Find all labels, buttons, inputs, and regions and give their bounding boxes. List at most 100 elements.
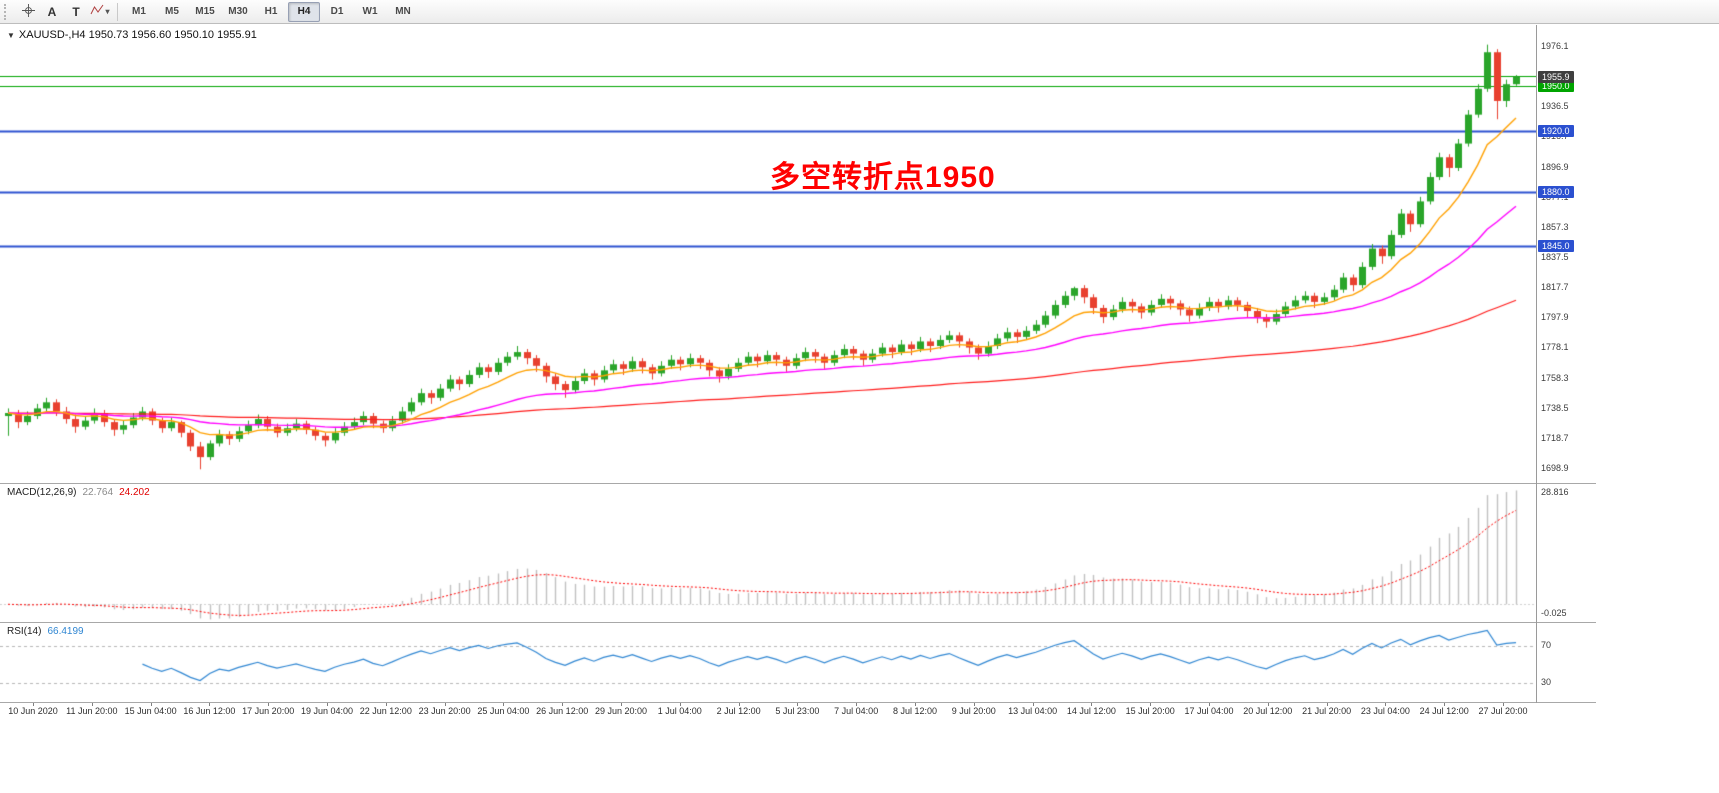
time-axis-label: 17 Jul 04:00 bbox=[1184, 706, 1234, 716]
time-axis-label: 1 Jul 04:00 bbox=[657, 706, 702, 716]
time-axis-label: 9 Jul 20:00 bbox=[951, 706, 996, 716]
time-axis-label: 13 Jul 04:00 bbox=[1008, 706, 1058, 716]
price-tick-label: 1936.5 bbox=[1541, 101, 1569, 112]
time-axis-tick bbox=[209, 703, 211, 706]
time-axis-label: 22 Jun 12:00 bbox=[359, 706, 412, 716]
price-tick-label: 1698.9 bbox=[1541, 462, 1569, 473]
time-axis-label: 11 Jun 20:00 bbox=[66, 706, 118, 716]
time-axis-label: 10 Jun 2020 bbox=[8, 706, 58, 716]
time-axis-label: 2 Jul 12:00 bbox=[716, 706, 761, 716]
toolbar-separator bbox=[117, 2, 118, 21]
macd-panel-canvas[interactable] bbox=[0, 484, 1536, 622]
timeframe-button-m15[interactable]: M15 bbox=[195, 5, 215, 17]
macd-signal-value: 24.202 bbox=[119, 487, 150, 498]
time-axis-tick bbox=[1091, 703, 1093, 706]
rsi-indicator-label: RSI(14) 66.4199 bbox=[7, 626, 84, 637]
panel-separator[interactable] bbox=[0, 622, 1596, 623]
price-tick-label: 1718.7 bbox=[1541, 432, 1569, 443]
price-tick-label: 1778.1 bbox=[1541, 342, 1569, 353]
timeframe-button-mn[interactable]: MN bbox=[395, 5, 411, 17]
macd-axis-max-label: 28.816 bbox=[1541, 487, 1569, 497]
current-price-tag: 1955.9 bbox=[1538, 70, 1574, 83]
time-axis-label: 21 Jul 20:00 bbox=[1302, 706, 1352, 716]
rsi-level-30-label: 30 bbox=[1541, 677, 1552, 687]
time-axis-tick bbox=[327, 703, 328, 706]
timeframe-button-h1[interactable]: H1 bbox=[264, 5, 278, 17]
price-level-tag: 1880.0 bbox=[1538, 186, 1574, 199]
price-tick-label: 1837.5 bbox=[1541, 251, 1569, 262]
macd-indicator-label: MACD(12,26,9) 22.764 24.202 bbox=[7, 487, 150, 498]
time-axis-tick bbox=[1326, 703, 1328, 706]
price-level-tag: 1845.0 bbox=[1538, 239, 1574, 252]
macd-main-value: 22.764 bbox=[82, 487, 114, 498]
chart-collapse-icon: ▼ bbox=[7, 31, 15, 40]
price-tick-label: 1976.1 bbox=[1541, 41, 1569, 51]
timeframe-group: M1 M5 M15 M30 H1 H4 D1 W1 MN bbox=[123, 1, 420, 22]
time-axis-tick bbox=[679, 703, 681, 706]
timeframe-button-m1[interactable]: M1 bbox=[132, 5, 146, 17]
time-axis-tick bbox=[562, 703, 564, 706]
time-axis-label: 27 Jul 20:00 bbox=[1478, 706, 1528, 716]
crosshair-icon bbox=[21, 3, 35, 20]
time-axis-border bbox=[0, 702, 1596, 703]
time-axis-label: 26 Jun 12:00 bbox=[536, 706, 589, 716]
price-tick-label: 1758.3 bbox=[1541, 372, 1569, 383]
time-axis-label: 23 Jul 04:00 bbox=[1360, 706, 1410, 716]
time-axis-tick bbox=[1150, 703, 1152, 706]
time-axis-label: 14 Jul 12:00 bbox=[1066, 706, 1116, 716]
time-axis-tick bbox=[385, 703, 387, 706]
time-axis-tick bbox=[915, 703, 916, 706]
timeframe-button-d1[interactable]: D1 bbox=[330, 5, 344, 17]
toolbar-grip[interactable] bbox=[4, 3, 11, 20]
crosshair-tool-button[interactable] bbox=[16, 1, 40, 23]
time-axis-label: 23 Jun 20:00 bbox=[418, 706, 471, 716]
timeframe-button-w1[interactable]: W1 bbox=[362, 5, 378, 17]
macd-axis-min-label: -0.025 bbox=[1541, 608, 1567, 618]
text-tool-icon: A bbox=[47, 4, 57, 19]
time-axis-tick bbox=[444, 703, 446, 706]
time-axis-tick bbox=[621, 703, 622, 706]
time-axis-tick bbox=[1267, 703, 1269, 706]
label-tool-button[interactable]: T bbox=[64, 1, 88, 23]
time-axis-label: 17 Jun 20:00 bbox=[242, 706, 295, 716]
rsi-name: RSI(14) bbox=[7, 626, 42, 637]
time-axis-tick bbox=[1032, 703, 1034, 706]
chart-annotation-text: 多空转折点1950 bbox=[770, 161, 996, 194]
time-axis-tick bbox=[268, 703, 270, 706]
price-tick-label: 1857.3 bbox=[1541, 221, 1569, 232]
time-axis-label: 29 Jun 20:00 bbox=[594, 706, 648, 716]
timeframe-button-m5[interactable]: M5 bbox=[165, 5, 179, 17]
time-axis-tick bbox=[91, 703, 93, 706]
time-axis-tick bbox=[1385, 703, 1387, 706]
time-axis-label: 15 Jun 04:00 bbox=[124, 706, 177, 716]
time-axis-tick bbox=[797, 703, 799, 706]
time-axis-tick bbox=[33, 703, 34, 706]
time-axis-label: 19 Jun 04:00 bbox=[300, 706, 354, 716]
time-axis-label: 16 Jun 12:00 bbox=[183, 706, 236, 716]
time-axis-tick bbox=[1503, 703, 1504, 706]
toolbar: A T ▾ M1 M5 M15 M30 H1 H4 D1 W1 MN bbox=[0, 0, 1719, 24]
time-axis-tick bbox=[150, 703, 152, 706]
macd-name: MACD(12,26,9) bbox=[7, 487, 77, 498]
zigzag-objects-icon bbox=[90, 4, 104, 19]
objects-tool-button[interactable]: ▾ bbox=[88, 1, 112, 23]
time-axis-tick bbox=[738, 703, 740, 706]
time-axis-tick bbox=[1209, 703, 1210, 706]
ohlc-values: 1950.73 1956.60 1950.10 1955.91 bbox=[88, 29, 257, 41]
time-axis-tick bbox=[503, 703, 505, 706]
timeframe-button-m30[interactable]: M30 bbox=[228, 5, 248, 17]
price-tick-label: 1817.7 bbox=[1541, 282, 1569, 293]
rsi-panel-canvas[interactable] bbox=[0, 623, 1536, 702]
price-tick-label: 1738.5 bbox=[1541, 402, 1569, 413]
rsi-level-70-label: 70 bbox=[1541, 640, 1552, 650]
time-axis-label: 15 Jul 20:00 bbox=[1125, 706, 1175, 716]
symbol-ohlc-readout: ▼ XAUUSD-,H4 1950.73 1956.60 1950.10 1955… bbox=[7, 29, 257, 41]
text-tool-button[interactable]: A bbox=[40, 1, 64, 23]
time-axis-label: 8 Jul 12:00 bbox=[892, 706, 938, 716]
timeframe-button-h4[interactable]: H4 bbox=[288, 1, 320, 22]
panel-separator[interactable] bbox=[0, 483, 1596, 484]
time-axis-tick bbox=[1444, 703, 1446, 706]
price-chart-canvas[interactable] bbox=[0, 25, 1536, 483]
time-axis-tick bbox=[973, 703, 975, 706]
